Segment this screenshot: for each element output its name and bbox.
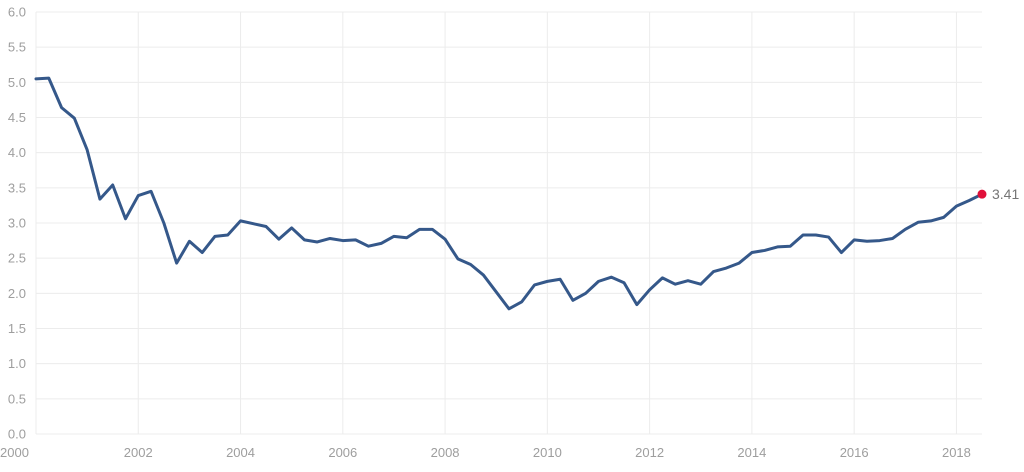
- x-axis-tick-labels: 2000 2002 2004 2006 2008 2010 2012 2014 2016 2018: [0, 445, 971, 460]
- grid-lines: [35, 11, 982, 435]
- x-tick-label: 2018: [942, 445, 971, 460]
- x-tick-label: 2014: [737, 445, 766, 460]
- y-tick-label: 2.5: [8, 251, 26, 266]
- series-line: [34, 76, 984, 311]
- y-tick-label: 1.5: [8, 321, 26, 336]
- x-tick-label: 2010: [533, 445, 562, 460]
- x-tick-label: 2004: [226, 445, 255, 460]
- y-axis-tick-labels: 0.0 0.5 1.0 1.5 2.0 2.5 3.0 3.5 4.0 4.5 5.0 5.5 6.0: [8, 5, 26, 442]
- x-tick-label: 2016: [840, 445, 869, 460]
- y-tick-label: 2.0: [8, 286, 26, 301]
- x-tick-label: 2002: [124, 445, 153, 460]
- y-tick-label: 3.5: [8, 180, 26, 195]
- y-tick-label: 5.0: [8, 75, 26, 90]
- y-tick-label: 0.0: [8, 427, 26, 442]
- y-tick-label: 0.5: [8, 391, 26, 406]
- x-tick-label: 2008: [431, 445, 460, 460]
- y-tick-label: 4.0: [8, 145, 26, 160]
- x-tick-label: 2000: [0, 445, 29, 460]
- annotations: 3.41: [977, 186, 1019, 202]
- last-point-marker: [977, 189, 987, 199]
- y-tick-label: 6.0: [8, 5, 26, 20]
- x-tick-label: 2006: [328, 445, 357, 460]
- x-tick-label: 2012: [635, 445, 664, 460]
- y-tick-label: 3.0: [8, 216, 26, 231]
- y-tick-label: 1.0: [8, 356, 26, 371]
- y-tick-label: 5.5: [8, 40, 26, 55]
- series-group: [34, 76, 984, 311]
- last-value-label: 3.41: [992, 186, 1019, 202]
- y-tick-label: 4.5: [8, 110, 26, 125]
